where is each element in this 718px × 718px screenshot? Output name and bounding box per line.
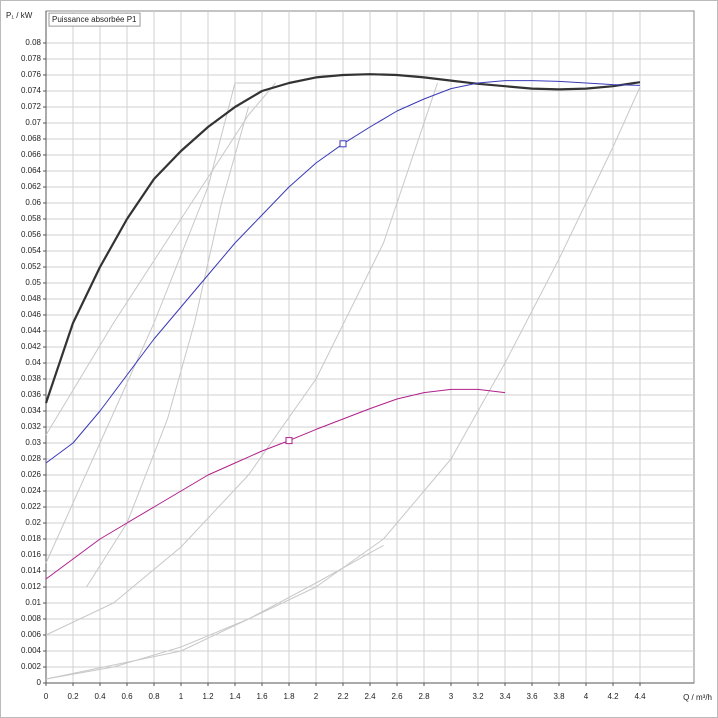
x-tick-label: 3.2	[472, 692, 484, 701]
y-tick-label: 0.04	[25, 358, 41, 367]
y-tick-label: 0.02	[25, 518, 41, 527]
y-tick-label: 0.042	[21, 342, 42, 351]
y-tick-label: 0.076	[21, 70, 42, 79]
y-tick-label: 0.012	[21, 582, 42, 591]
y-tick-label: 0.036	[21, 390, 42, 399]
x-tick-label: 2.6	[391, 692, 403, 701]
y-tick-label: 0.058	[21, 214, 42, 223]
y-tick-label: 0.068	[21, 134, 42, 143]
series-line	[45, 86, 641, 680]
y-tick-label: 0.024	[21, 486, 42, 495]
series-line	[45, 82, 438, 636]
y-tick-label: 0.08	[25, 38, 41, 47]
y-tick-label: 0.016	[21, 550, 42, 559]
x-tick-label: 2.2	[337, 692, 349, 701]
x-tick-label: 4.2	[607, 692, 619, 701]
x-tick-label: 1	[179, 692, 184, 701]
operating-point	[339, 140, 347, 148]
y-axis-label: P₁ / kW	[6, 11, 33, 20]
y-tick-label: 0.004	[21, 646, 42, 655]
y-tick-label: 0.034	[21, 406, 42, 415]
y-tick-label: 0.074	[21, 86, 42, 95]
y-tick-label: 0.072	[21, 102, 42, 111]
y-tick-label: 0.002	[21, 662, 42, 671]
y-tick-label: 0.062	[21, 182, 42, 191]
chart-title: Puissance absorbée P1	[52, 15, 137, 24]
y-tick-label: 0.038	[21, 374, 42, 383]
y-tick-label: 0.008	[21, 614, 42, 623]
y-tick-label: 0.05	[25, 278, 41, 287]
x-tick-label: 3.6	[526, 692, 538, 701]
x-tick-label: 4.4	[634, 692, 646, 701]
x-tick-label: 2.8	[418, 692, 430, 701]
title-background	[48, 12, 141, 27]
series-line	[45, 82, 262, 564]
y-tick-label: 0.03	[25, 438, 41, 447]
y-tick-label: 0.066	[21, 150, 42, 159]
x-axis-label: Q / m³/h	[683, 693, 712, 702]
x-tick-label: 0.4	[94, 692, 106, 701]
x-tick-label: 0.2	[67, 692, 79, 701]
y-tick-label: 0.078	[21, 54, 42, 63]
operating-point	[285, 437, 293, 445]
x-tick-label: 2.4	[364, 692, 376, 701]
x-tick-label: 0.8	[148, 692, 160, 701]
y-tick-label: 0.006	[21, 630, 42, 639]
x-tick-label: 1.4	[229, 692, 241, 701]
x-tick-label: 3	[449, 692, 454, 701]
series-line	[44, 73, 641, 404]
x-tick-label: 3.8	[553, 692, 565, 701]
y-tick-label: 0.06	[25, 198, 41, 207]
y-tick-label: 0.064	[21, 166, 42, 175]
x-tick-label: 1.6	[256, 692, 268, 701]
x-tick-label: 2	[314, 692, 319, 701]
x-tick-label: 0.6	[121, 692, 133, 701]
x-tick-label: 3.4	[499, 692, 511, 701]
title-box: Puissance absorbée P1	[48, 12, 141, 27]
y-tick-label: 0.018	[21, 534, 42, 543]
y-tick-label: 0.048	[21, 294, 42, 303]
y-tick-label: 0.054	[21, 246, 42, 255]
y-tick-label: 0.044	[21, 326, 42, 335]
series-line	[45, 388, 506, 580]
y-tick-label: 0.026	[21, 470, 42, 479]
series-line	[86, 106, 249, 588]
x-tick-label: 1.2	[202, 692, 214, 701]
x-tick-label: 0	[44, 692, 49, 701]
y-tick-label: 0	[37, 678, 42, 687]
y-tick-label: 0.01	[25, 598, 41, 607]
y-tick-label: 0.052	[21, 262, 42, 271]
y-tick-label: 0.056	[21, 230, 42, 239]
y-tick-label: 0.022	[21, 502, 42, 511]
y-tick-label: 0.046	[21, 310, 42, 319]
y-tick-label: 0.028	[21, 454, 42, 463]
x-tick-label: 1.8	[283, 692, 295, 701]
series-line	[45, 544, 384, 680]
series-line	[45, 82, 276, 436]
y-tick-label: 0.07	[25, 118, 41, 127]
x-tick-label: 4	[584, 692, 589, 701]
y-tick-label: 0.032	[21, 422, 42, 431]
y-tick-label: 0.014	[21, 566, 42, 575]
